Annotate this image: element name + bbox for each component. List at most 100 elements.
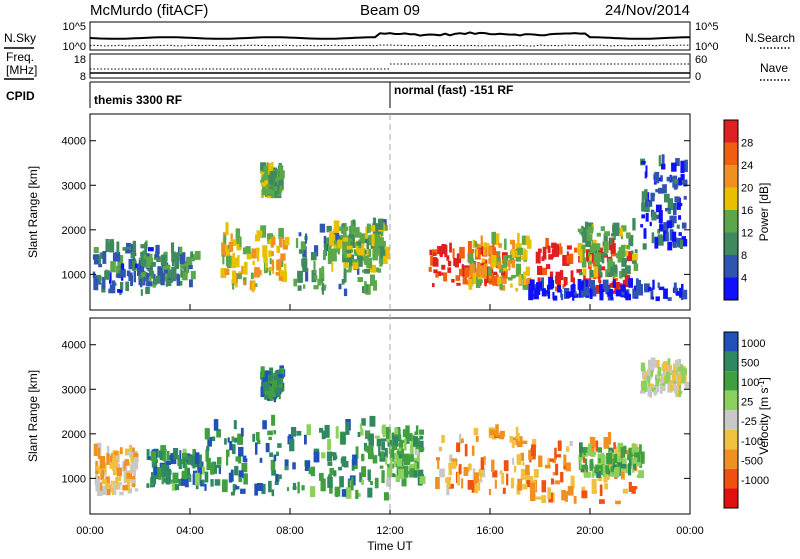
power-cell xyxy=(338,283,342,290)
velocity-cell xyxy=(361,453,365,462)
velocity-cell xyxy=(106,484,111,496)
velocity-cell xyxy=(628,481,632,492)
velocity-cell xyxy=(122,485,128,491)
velocity-cell xyxy=(270,459,276,471)
power-cell xyxy=(268,163,272,175)
power-cell xyxy=(488,266,492,276)
velocity-cell xyxy=(341,489,347,497)
velocity-cell xyxy=(511,440,515,448)
velocity-cell xyxy=(192,456,196,469)
velocity-cell xyxy=(368,475,371,482)
velocity-cell xyxy=(610,465,616,473)
power-cell xyxy=(531,282,535,289)
power-cell xyxy=(652,279,655,290)
power-cell xyxy=(298,249,305,254)
velocity-cell xyxy=(393,436,399,446)
velocity-cell xyxy=(398,442,404,448)
power-cell xyxy=(632,288,635,299)
power-cell xyxy=(275,271,281,276)
velocity-cell xyxy=(381,470,385,484)
power-cell xyxy=(433,252,436,257)
power-cell xyxy=(655,296,660,302)
velocity-colorbar-label-exp: -1 xyxy=(757,380,766,388)
power-cell xyxy=(373,280,377,291)
power-cell xyxy=(582,248,585,261)
velocity-cell xyxy=(573,496,577,504)
power-cell xyxy=(378,246,385,251)
velocity-cell xyxy=(459,433,462,444)
velocity-cell xyxy=(530,493,536,501)
velocity-cell xyxy=(435,477,440,490)
power-cell xyxy=(223,235,227,245)
velocity-cell xyxy=(210,479,214,487)
power-cell xyxy=(343,262,349,268)
power-cell xyxy=(600,266,606,271)
velocity-cell xyxy=(512,457,515,465)
velocity-cell xyxy=(267,397,270,401)
velocity-cell xyxy=(410,434,415,448)
power-cell xyxy=(610,289,613,300)
power-cell xyxy=(593,266,599,278)
power-cell xyxy=(483,269,487,279)
velocity-cell xyxy=(181,471,186,479)
power-cell xyxy=(266,194,272,199)
power-cell xyxy=(604,285,609,292)
velocity-cell xyxy=(413,457,418,463)
power-cell xyxy=(99,252,105,259)
power-cell xyxy=(116,241,120,254)
velocity-cell xyxy=(361,479,364,485)
velocity-cell xyxy=(547,487,552,500)
velocity-cell xyxy=(113,483,117,495)
power-cell xyxy=(497,251,500,256)
power-cell xyxy=(327,252,333,265)
velocity-cell xyxy=(327,461,333,466)
velocity-cell xyxy=(590,453,595,457)
velocity-cell xyxy=(522,440,528,445)
power-cell xyxy=(115,251,121,262)
velocity-cell xyxy=(131,477,136,487)
velocity-colorbar-swatch xyxy=(724,468,738,489)
power-cell xyxy=(324,243,327,256)
power-cell xyxy=(364,255,369,266)
velocity-cell xyxy=(106,453,110,465)
power-cell xyxy=(469,264,475,278)
velocity-cell xyxy=(341,456,347,467)
power-cell xyxy=(228,242,234,252)
velocity-cell xyxy=(502,487,506,494)
power-cell xyxy=(678,232,682,236)
power-cell xyxy=(518,274,522,285)
power-cell xyxy=(570,270,574,283)
power-cell xyxy=(269,258,272,265)
power-cell xyxy=(515,243,522,252)
velocity-cell xyxy=(218,467,221,474)
velocity-cell xyxy=(500,430,505,437)
power-cell xyxy=(332,248,337,255)
velocity-cell xyxy=(622,488,628,494)
velocity-cell xyxy=(620,464,627,469)
velocity-cell xyxy=(198,472,202,485)
power-cell xyxy=(245,246,251,254)
velocity-cell xyxy=(529,482,536,496)
power-cell xyxy=(616,283,623,288)
power-cell xyxy=(147,253,153,262)
velocity-cell xyxy=(364,445,371,452)
power-cell xyxy=(441,244,447,253)
velocity-cell xyxy=(372,455,378,464)
power-cell xyxy=(589,245,593,254)
power-colorbar-tick: 8 xyxy=(741,250,747,262)
power-cell xyxy=(528,289,534,301)
power-colorbar-swatch xyxy=(724,187,738,210)
power-cell xyxy=(98,263,102,268)
power-cell xyxy=(194,251,201,260)
y-tick-label: 2000 xyxy=(62,225,86,237)
velocity-cell xyxy=(345,422,350,435)
velocity-cell xyxy=(381,425,385,434)
velocity-cell xyxy=(240,427,244,437)
power-cell xyxy=(284,236,290,246)
power-cell xyxy=(368,265,372,272)
power-cell xyxy=(342,229,347,238)
power-cell xyxy=(381,224,388,231)
power-cell xyxy=(333,228,340,242)
velocity-cell xyxy=(677,373,682,380)
